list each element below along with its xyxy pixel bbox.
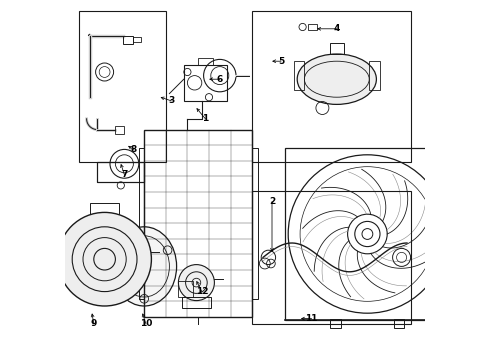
Circle shape [58, 212, 151, 306]
Bar [294, 61, 304, 90]
Text: 9: 9 [91, 320, 97, 328]
Text: 8: 8 [130, 145, 137, 154]
Text: 5: 5 [278, 57, 284, 66]
Bar [90, 203, 119, 216]
Bar [198, 58, 213, 65]
Bar [133, 37, 141, 42]
Bar [330, 319, 341, 328]
Bar [252, 191, 411, 324]
Text: 4: 4 [334, 24, 340, 33]
Bar [116, 126, 124, 134]
Bar [182, 297, 211, 308]
Bar [252, 148, 258, 299]
Text: 10: 10 [140, 320, 152, 328]
Bar [178, 281, 193, 297]
Text: 7: 7 [121, 170, 127, 179]
Text: 2: 2 [269, 197, 275, 206]
Bar [122, 36, 133, 44]
Bar [393, 319, 404, 328]
Bar [330, 43, 344, 54]
Bar [79, 11, 166, 162]
Bar [139, 148, 144, 299]
Bar [98, 162, 144, 182]
Circle shape [178, 265, 215, 301]
Bar [285, 148, 450, 320]
Text: 1: 1 [202, 114, 209, 123]
Bar [184, 65, 227, 101]
Bar [98, 162, 144, 182]
Text: 12: 12 [196, 287, 208, 296]
Bar [252, 11, 411, 162]
Ellipse shape [112, 227, 176, 306]
Text: 11: 11 [305, 314, 318, 323]
Text: 6: 6 [217, 75, 223, 84]
Text: 3: 3 [168, 96, 174, 105]
Bar [308, 24, 317, 30]
Bar [144, 130, 252, 317]
Bar [369, 61, 380, 90]
Ellipse shape [297, 54, 376, 104]
